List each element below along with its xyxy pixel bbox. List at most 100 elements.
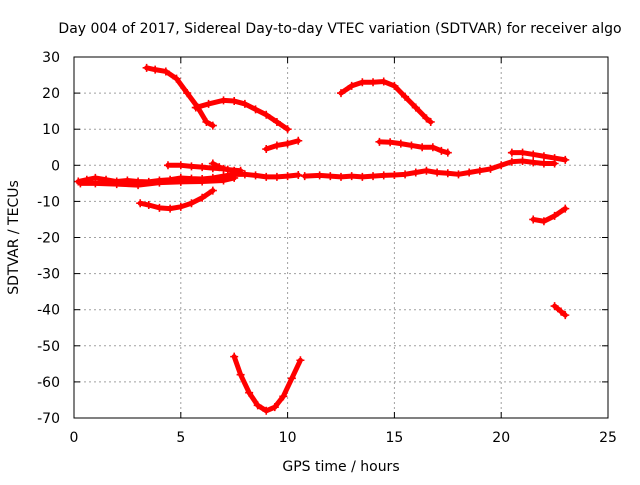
series-arc-3-5h <box>142 63 217 130</box>
data-point <box>315 171 324 180</box>
data-point <box>166 204 175 213</box>
data-point <box>202 117 211 126</box>
data-point <box>76 179 85 188</box>
data-point <box>172 74 181 83</box>
data-point <box>272 117 281 126</box>
data-point <box>396 139 405 148</box>
data-point <box>272 141 281 150</box>
x-tick-label: 20 <box>492 430 510 446</box>
data-point <box>465 168 474 177</box>
data-point <box>272 172 281 181</box>
data-point <box>507 148 516 157</box>
data-point <box>422 114 431 123</box>
series-trace <box>552 303 568 318</box>
data-point <box>550 154 559 163</box>
data-point <box>236 166 245 175</box>
x-tick-label: 0 <box>70 430 79 446</box>
data-point <box>529 150 538 159</box>
data-point <box>294 171 303 180</box>
data-point <box>163 161 172 170</box>
data-point <box>407 141 416 150</box>
series-arc-21.5-23h <box>529 204 570 226</box>
data-point <box>369 78 378 87</box>
series-arc-9-10.5h <box>262 136 303 154</box>
data-point <box>183 89 192 98</box>
data-point <box>294 136 303 145</box>
series-arc-12-17h <box>337 77 435 126</box>
data-point <box>529 158 538 167</box>
data-point <box>262 110 271 119</box>
data-point <box>136 199 145 208</box>
data-point <box>379 77 388 86</box>
data-point <box>390 81 399 90</box>
data-point <box>91 179 100 188</box>
series-seg-22.5-23h <box>550 302 570 320</box>
y-tick-label: -60 <box>37 375 60 391</box>
data-point <box>219 96 228 105</box>
data-point <box>369 172 378 181</box>
data-point <box>144 201 153 210</box>
series-arc-low-left <box>76 173 239 190</box>
data-point <box>198 163 207 172</box>
data-point <box>422 166 431 175</box>
data-point <box>176 177 185 186</box>
data-point <box>198 193 207 202</box>
data-point <box>347 81 356 90</box>
data-point <box>251 171 260 180</box>
series-trace <box>530 206 568 224</box>
y-tick-label: 10 <box>42 122 60 138</box>
y-tick-label: -30 <box>37 267 60 283</box>
data-point <box>161 67 170 76</box>
data-point <box>240 99 249 108</box>
x-tick-label: 15 <box>385 430 403 446</box>
data-point <box>401 170 410 179</box>
y-tick-label: -10 <box>37 194 60 210</box>
data-point <box>428 143 437 152</box>
data-point <box>262 145 271 154</box>
data-point <box>518 156 527 165</box>
data-point <box>418 143 427 152</box>
data-point <box>208 159 217 168</box>
data-point <box>112 180 121 189</box>
data-point <box>155 178 164 187</box>
data-point <box>187 199 196 208</box>
series-arc-14.5-17.5h <box>375 137 452 157</box>
data-point <box>561 155 570 164</box>
data-point <box>283 139 292 148</box>
y-tick-label: -50 <box>37 339 60 355</box>
data-point <box>390 171 399 180</box>
y-tick-label: 30 <box>42 50 60 66</box>
data-point <box>176 161 185 170</box>
data-point <box>176 202 185 211</box>
data-point <box>204 99 213 108</box>
data-point <box>187 162 196 171</box>
data-point <box>151 65 160 74</box>
data-point <box>251 105 260 114</box>
data-point <box>230 352 239 361</box>
data-point <box>486 164 495 173</box>
y-tick-label: 0 <box>51 158 60 174</box>
y-tick-label: 20 <box>42 86 60 102</box>
data-point <box>539 217 548 226</box>
series-baseline-right <box>300 156 559 181</box>
x-tick-label: 25 <box>599 430 617 446</box>
y-tick-label: -40 <box>37 303 60 319</box>
x-tick-label: 10 <box>279 430 297 446</box>
data-point <box>142 63 151 72</box>
data-point <box>507 157 516 166</box>
data-point <box>208 121 217 130</box>
series-trace <box>231 354 303 414</box>
data-point <box>215 163 224 172</box>
y-axis-label: SDTVAR / TECUs <box>6 180 22 295</box>
series-trace <box>75 171 301 185</box>
data-point <box>230 97 239 106</box>
data-point <box>253 401 262 410</box>
data-point <box>223 165 232 174</box>
data-point <box>283 172 292 181</box>
data-point <box>443 169 452 178</box>
data-point <box>191 103 200 112</box>
data-point <box>550 211 559 220</box>
x-tick-label: 5 <box>176 430 185 446</box>
